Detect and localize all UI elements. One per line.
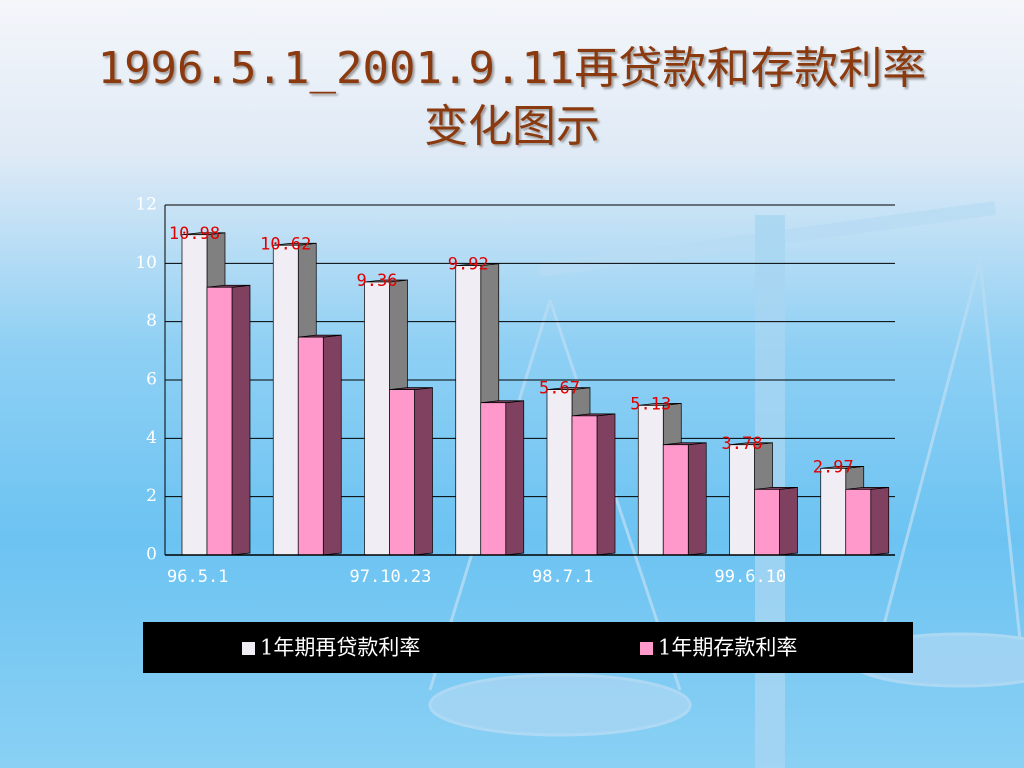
data-label: 10.98 <box>169 224 220 244</box>
bar-side <box>414 387 433 556</box>
bar <box>272 244 299 556</box>
bar <box>546 389 573 556</box>
data-label: 5.13 <box>630 394 671 414</box>
bar-side <box>231 284 251 556</box>
x-tick-label: 97.10.23 <box>350 567 432 587</box>
bar-side <box>870 486 890 556</box>
legend-swatch <box>640 642 653 655</box>
y-tick-label: 12 <box>135 195 157 215</box>
bar <box>754 489 780 556</box>
bar-side <box>322 334 342 556</box>
data-label: 9.92 <box>448 255 489 275</box>
bar <box>389 389 415 556</box>
bar-side <box>779 486 798 556</box>
bar <box>729 444 755 556</box>
data-label: 9.36 <box>357 271 398 291</box>
bar <box>206 286 233 556</box>
legend-label: 1年期存款利率 <box>658 636 797 660</box>
y-tick-label: 0 <box>146 545 157 565</box>
bar <box>820 468 847 556</box>
title: 1996.5.1_2001.9.11再贷款和存款利率 变化图示 <box>0 40 1024 156</box>
title-line: 变化图示 <box>424 101 600 152</box>
y-tick-label: 4 <box>146 428 157 448</box>
data-label: 10.62 <box>260 234 311 254</box>
data-label: 5.67 <box>539 379 580 399</box>
bar-side <box>687 442 707 556</box>
data-label: 3.78 <box>722 434 763 454</box>
bar <box>364 281 390 556</box>
bar <box>637 405 664 556</box>
bar <box>455 265 482 556</box>
bar <box>845 489 872 556</box>
y-tick-label: 10 <box>135 253 157 273</box>
y-tick-label: 8 <box>146 311 157 331</box>
x-tick-label: 99.6.10 <box>715 567 787 587</box>
bar <box>181 234 208 556</box>
bar <box>571 415 598 556</box>
x-tick-label: 96.5.1 <box>167 567 228 587</box>
legend-label: 1年期再贷款利率 <box>260 636 420 660</box>
legend <box>143 622 913 673</box>
y-tick-label: 6 <box>146 370 157 390</box>
data-label: 2.97 <box>813 457 854 477</box>
bar <box>297 336 324 556</box>
bar <box>480 402 507 556</box>
bar-side <box>596 413 616 556</box>
bar <box>662 444 689 556</box>
x-tick-label: 98.7.1 <box>532 567 593 587</box>
y-tick-label: 2 <box>146 486 157 506</box>
legend-swatch <box>242 642 255 655</box>
title-line: 1996.5.1_2001.9.11再贷款和存款利率 <box>97 43 927 94</box>
bar-side <box>505 400 525 556</box>
